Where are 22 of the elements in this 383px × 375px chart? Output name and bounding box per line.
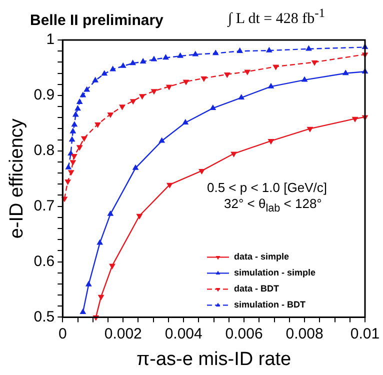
y-tick-label: 0.9 <box>34 86 55 104</box>
x-axis-title: π-as-e mis-ID rate <box>136 348 292 370</box>
y-tick-label: 0.6 <box>34 252 55 270</box>
text: ∫ L dt = 428 fb$^{-1}$ <box>228 6 326 28</box>
x-tick-label: 0 <box>58 325 67 342</box>
y-tick-label: 0.8 <box>34 142 55 160</box>
y-tick-label: 1 <box>46 31 55 48</box>
legend-label: data - simple <box>234 252 290 262</box>
x-tick-label: 0.006 <box>225 325 263 342</box>
x-tick-label: 0.002 <box>104 325 142 342</box>
x-tick-label: 0.004 <box>164 325 202 342</box>
chart-title: Belle II preliminary <box>30 12 164 29</box>
legend-label: data - BDT <box>234 284 280 294</box>
x-tick-label: 0.008 <box>286 325 324 342</box>
y-tick-label: 0.5 <box>34 308 55 326</box>
legend-label: simulation - BDT <box>234 300 306 310</box>
y-axis-title: e-ID efficiency <box>6 118 28 239</box>
x-tick-label: 0.01 <box>350 325 380 342</box>
annotation: 0.5 < p < 1.0 [GeV/c] <box>207 180 327 195</box>
annotation: 32° < θ$_{lab}$ < 128° <box>224 196 322 215</box>
y-tick-label: 0.7 <box>34 197 55 214</box>
legend-label: simulation - simple <box>234 268 316 278</box>
